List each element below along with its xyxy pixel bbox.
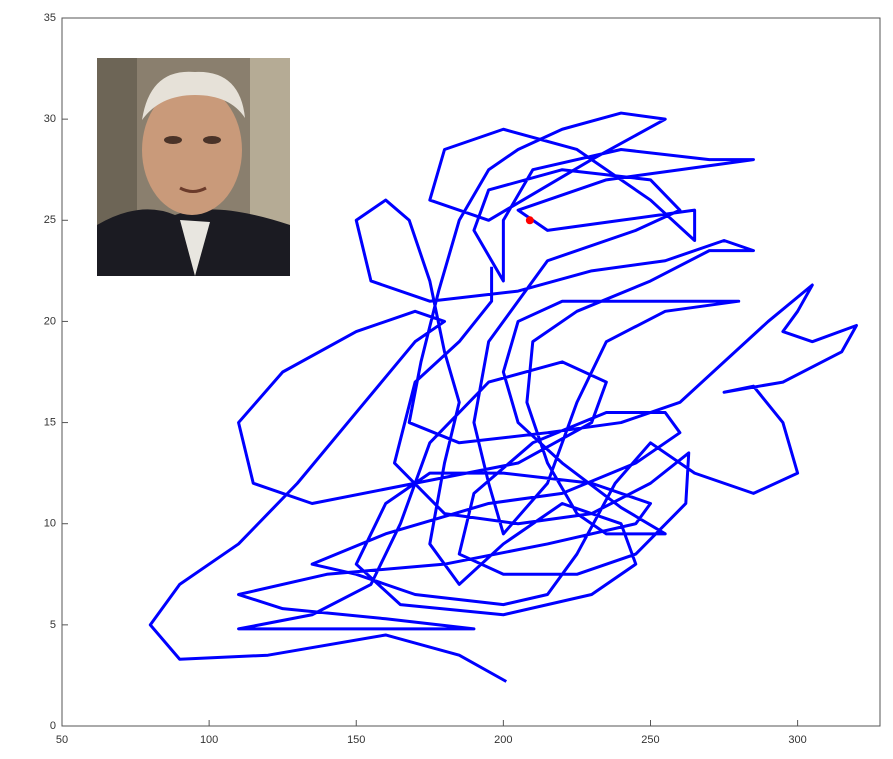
x-tick-label: 300: [788, 734, 806, 746]
x-tick-label: 50: [56, 734, 68, 746]
x-tick-label: 100: [200, 734, 218, 746]
y-tick-label: 10: [44, 518, 56, 530]
y-tick-label: 0: [50, 720, 56, 732]
x-tick-label: 200: [494, 734, 512, 746]
y-tick-label: 35: [44, 12, 56, 24]
y-tick-label: 25: [44, 214, 56, 226]
y-tick-label: 30: [44, 113, 56, 125]
x-tick-label: 150: [347, 734, 365, 746]
y-tick-label: 15: [44, 416, 56, 428]
y-tick-label: 5: [50, 619, 56, 631]
portrait-photo: [97, 58, 290, 276]
x-tick-label: 250: [641, 734, 659, 746]
chart: 50 100 150 200 250 300 0 5 10 15 20 25 30 35: [0, 0, 893, 754]
point-marker: [526, 216, 534, 224]
y-tick-label: 20: [44, 315, 56, 327]
